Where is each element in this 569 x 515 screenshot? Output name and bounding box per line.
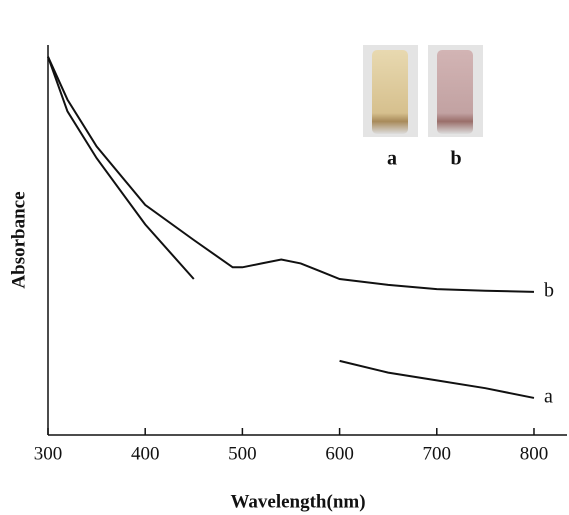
series-line [47, 56, 535, 399]
vial-a [372, 50, 408, 134]
series-line [47, 56, 535, 293]
x-axis-label: Wavelength(nm) [230, 491, 365, 512]
x-tick-label: 700 [423, 443, 452, 464]
x-tick-label: 400 [131, 443, 160, 464]
x-tick-label: 500 [228, 443, 257, 464]
vial-b [437, 50, 473, 134]
x-tick-label: 800 [520, 443, 549, 464]
inset-label: a [387, 148, 397, 170]
series-label: a [544, 386, 553, 408]
series-label: b [544, 279, 554, 301]
y-axis-label: Absorbance [8, 191, 29, 288]
inset-label: b [450, 148, 461, 170]
x-tick-label: 600 [325, 443, 354, 464]
x-tick-label: 300 [34, 443, 63, 464]
